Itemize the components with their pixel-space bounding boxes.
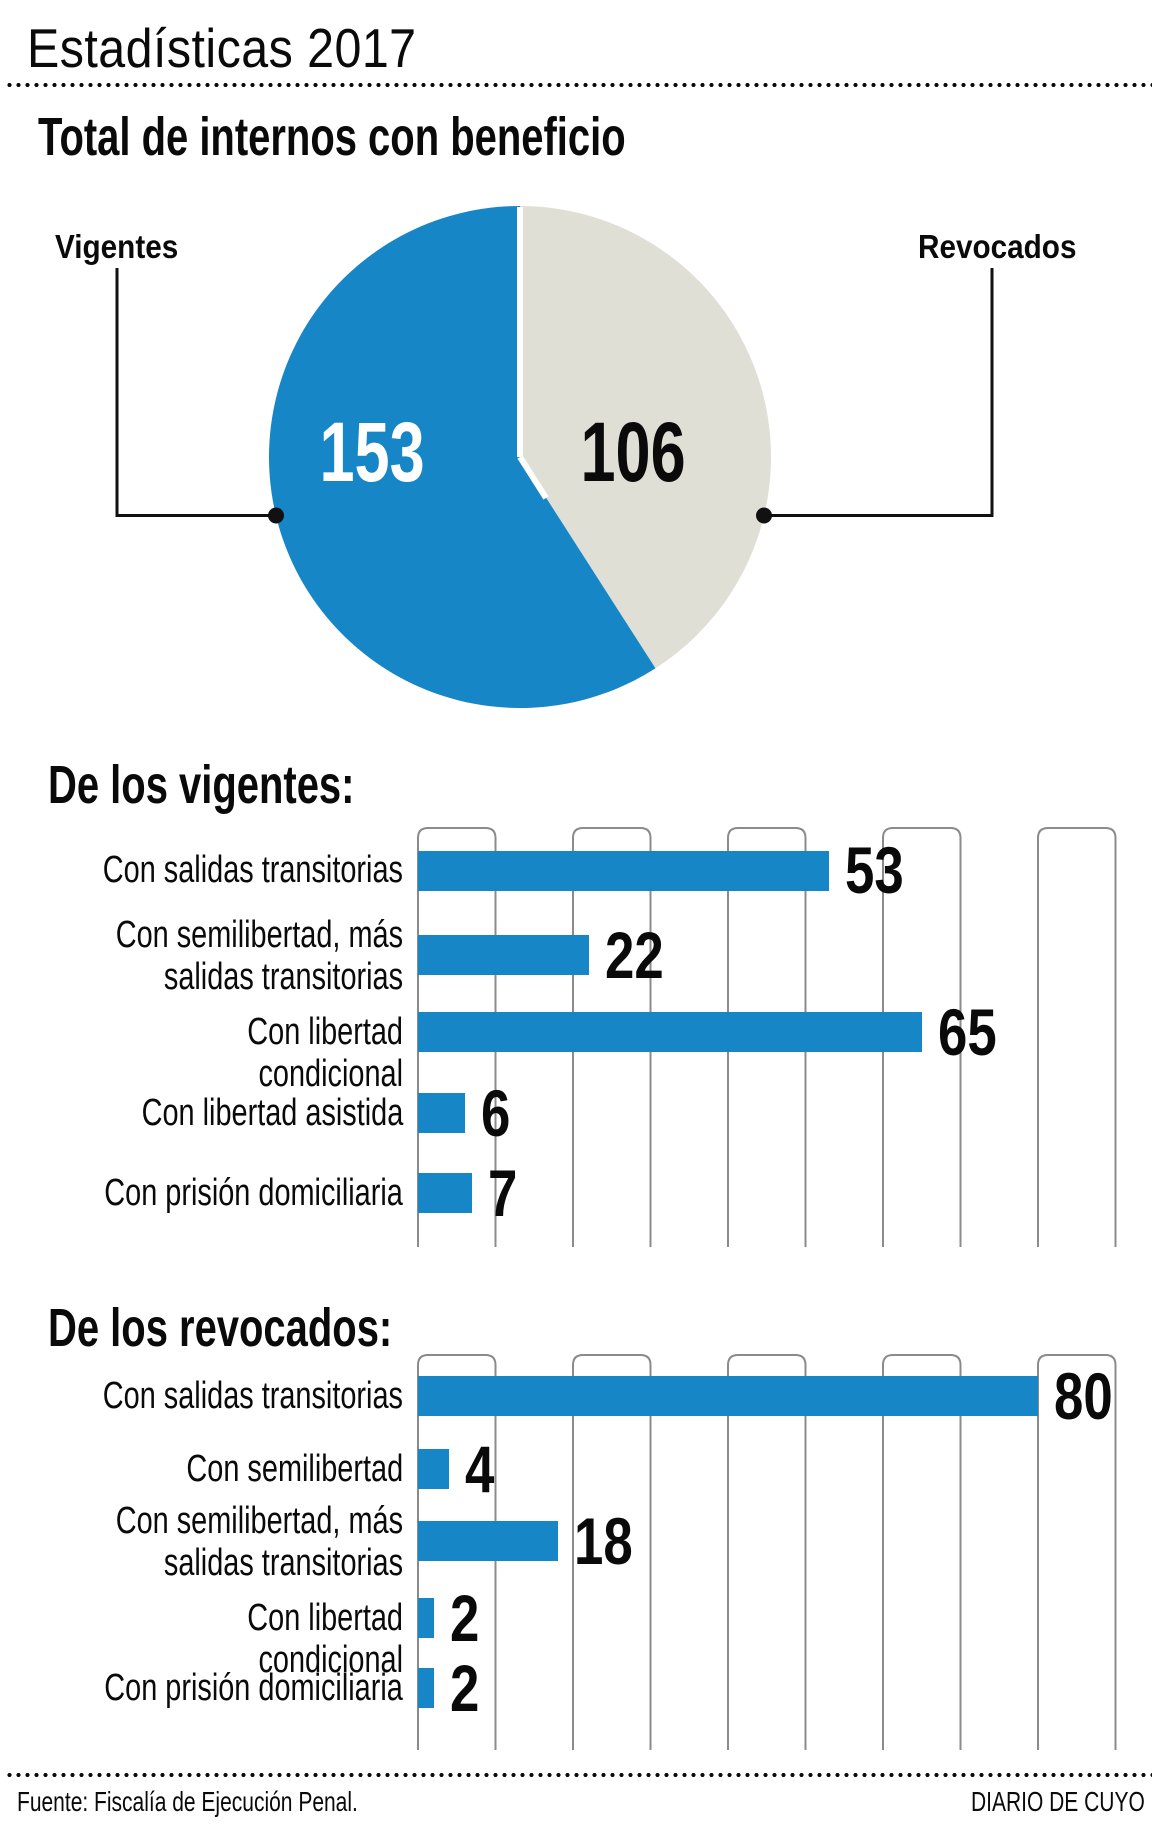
bar bbox=[418, 1093, 465, 1133]
bar-label: Con semilibertad, más salidas transitori… bbox=[115, 914, 403, 998]
bar-label: Con prisión domiciliaria bbox=[104, 1667, 403, 1709]
leader-dot-revocados bbox=[756, 507, 772, 524]
bar-label: Con semilibertad bbox=[186, 1448, 403, 1490]
gridlines-vigentes bbox=[417, 827, 1117, 1247]
bar bbox=[418, 1668, 434, 1708]
bar-value: 53 bbox=[845, 833, 904, 907]
bar-value: 2 bbox=[450, 1581, 480, 1655]
pie-value-vigentes: 153 bbox=[319, 405, 425, 499]
bar-label: Con libertad condicional bbox=[247, 1011, 403, 1095]
section-title-vigentes: De los vigentes: bbox=[48, 755, 355, 815]
pie-slice-vigentes bbox=[269, 205, 656, 708]
bar bbox=[418, 1012, 922, 1052]
bar-label: Con salidas transitorias bbox=[102, 849, 403, 891]
section-title-revocados: De los revocados: bbox=[48, 1298, 393, 1358]
grid-column-outline bbox=[727, 827, 807, 1247]
bar bbox=[418, 1376, 1038, 1416]
bar-value: 18 bbox=[574, 1504, 633, 1578]
bar-value: 65 bbox=[938, 995, 997, 1069]
grid-column-outline bbox=[417, 1354, 497, 1750]
page-title: Estadísticas 2017 bbox=[27, 17, 417, 79]
bar-value: 6 bbox=[481, 1076, 511, 1150]
grid-column-outline bbox=[1037, 827, 1117, 1247]
grid-column-outline bbox=[1037, 1354, 1117, 1750]
grid-column-outline bbox=[882, 1354, 962, 1750]
pie-leader-lines bbox=[115, 268, 994, 524]
bar-label: Con libertad asistida bbox=[141, 1092, 403, 1134]
bar bbox=[418, 1521, 558, 1561]
bar-label: Con semilibertad, más salidas transitori… bbox=[115, 1500, 403, 1584]
grid-column-outline bbox=[882, 827, 962, 1247]
pie-chart bbox=[115, 205, 994, 708]
pie-title: Total de internos con beneficio bbox=[38, 107, 626, 167]
pie-label-revocados: Revocados bbox=[918, 228, 1077, 265]
bar bbox=[418, 1173, 472, 1213]
bar-value: 4 bbox=[465, 1432, 495, 1506]
divider-top bbox=[5, 82, 1152, 88]
grid-column-outline bbox=[572, 1354, 652, 1750]
bar bbox=[418, 935, 589, 975]
footer-credit: DIARIO DE CUYO bbox=[971, 1786, 1145, 1817]
bar-value: 22 bbox=[605, 918, 664, 992]
grid-column-outline bbox=[572, 827, 652, 1247]
gridlines-revocados bbox=[417, 1354, 1117, 1750]
divider-bottom bbox=[5, 1772, 1152, 1778]
leader-dot-vigentes bbox=[268, 507, 284, 524]
bar-label: Con prisión domiciliaria bbox=[104, 1172, 403, 1214]
bar-value: 2 bbox=[450, 1651, 480, 1725]
pie-slice-gap-diagonal bbox=[517, 455, 549, 500]
bar-label: Con libertad condicional bbox=[247, 1597, 403, 1681]
bar-label: Con salidas transitorias bbox=[102, 1375, 403, 1417]
pie-label-vigentes: Vigentes bbox=[55, 228, 179, 265]
pie-value-revocados: 106 bbox=[580, 405, 686, 499]
grid-column-outline bbox=[417, 827, 497, 1247]
bar-value: 7 bbox=[488, 1156, 518, 1230]
footer-source: Fuente: Fiscalía de Ejecución Penal. bbox=[17, 1786, 358, 1817]
grid-column-outline bbox=[727, 1354, 807, 1750]
bar bbox=[418, 851, 829, 891]
bar bbox=[418, 1449, 449, 1489]
bar-value: 80 bbox=[1054, 1359, 1113, 1433]
bar bbox=[418, 1598, 434, 1638]
pie-slice-revocados bbox=[520, 206, 771, 669]
